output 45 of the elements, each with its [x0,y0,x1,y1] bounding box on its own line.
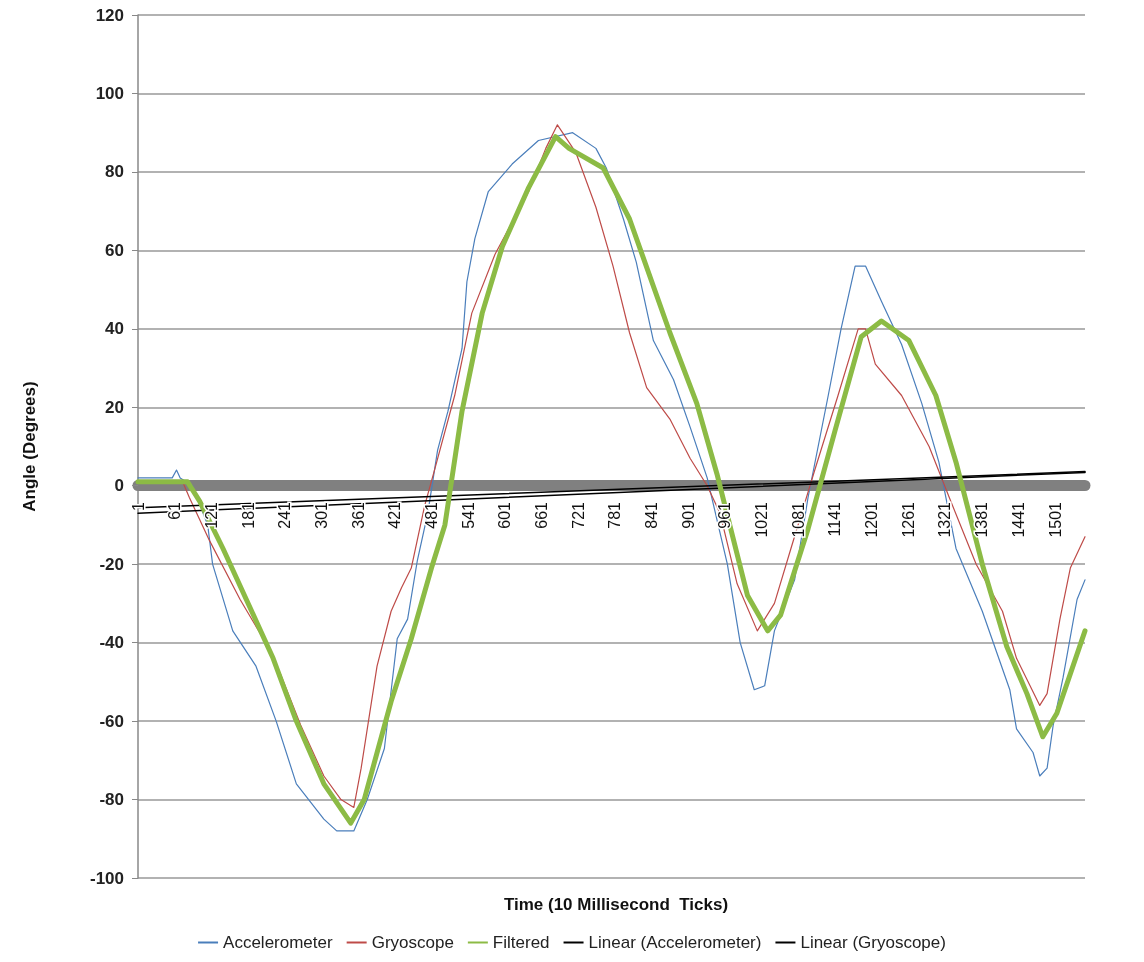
y-tick-label: -40 [99,633,124,653]
x-tick-label: 1321 [936,501,954,538]
x-tick-label: 901 [679,501,697,529]
x-tick-label: 361 [349,501,367,529]
x-tick-label: 481 [422,501,440,529]
x-axis-title: Time (10 Millisecond Ticks) [503,895,729,914]
y-axis-title: Angle (Degrees) [20,381,39,512]
y-tick-label: -80 [99,790,124,810]
x-tick-label: 541 [459,501,477,529]
legend-label: Accelerometer [223,933,333,952]
y-tick-label: 120 [95,5,124,25]
legend-label: Gryoscope [371,933,454,952]
x-tick-label: 661 [533,501,550,529]
x-tick-label: 1261 [899,501,917,538]
x-tick-label: 421 [386,501,404,529]
legend-label: Filtered [492,933,550,952]
x-tick-label: 1081 [789,501,807,538]
x-tick-label: 781 [606,501,624,529]
y-tick-label: 0 [114,476,124,496]
x-tick-label: 601 [496,501,514,529]
legend-label: Linear (Gryoscope) [800,933,946,952]
x-tick-label: 241 [276,501,294,529]
y-tick-label: 20 [105,397,124,417]
x-tick-label: 1201 [863,501,881,538]
x-tick-label: 1501 [1046,501,1064,538]
x-tick-label: 1381 [973,501,991,538]
y-tick-label: 60 [105,240,124,260]
x-tick-label: 301 [312,501,330,529]
legend-label: Linear (Accelerometer) [588,933,762,952]
y-tick-label: -100 [89,868,124,888]
y-tick-label: -20 [99,554,124,574]
y-tick-label: 40 [105,319,124,339]
x-tick-label: 1021 [753,501,771,538]
x-tick-label: 121 [202,501,220,529]
y-tick-label: 100 [95,83,124,103]
x-tick-label: 181 [239,501,257,529]
x-tick-label: 841 [643,501,661,529]
x-tick-label: 1441 [1009,501,1027,538]
x-tick-label: 721 [569,501,587,529]
y-tick-label: 80 [105,162,124,182]
x-tick-label: 1141 [826,501,844,537]
y-tick-label: -60 [99,711,124,731]
x-tick-label: 1 [129,501,147,511]
x-tick-label: 61 [166,501,184,520]
x-tick-label: 961 [716,501,734,529]
